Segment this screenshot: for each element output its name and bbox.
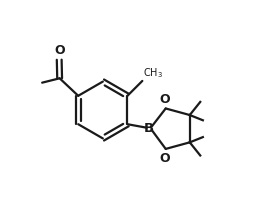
Text: B: B <box>144 122 154 135</box>
Text: O: O <box>54 44 64 57</box>
Text: CH$_3$: CH$_3$ <box>143 66 164 80</box>
Text: O: O <box>160 152 170 165</box>
Text: O: O <box>160 93 170 106</box>
